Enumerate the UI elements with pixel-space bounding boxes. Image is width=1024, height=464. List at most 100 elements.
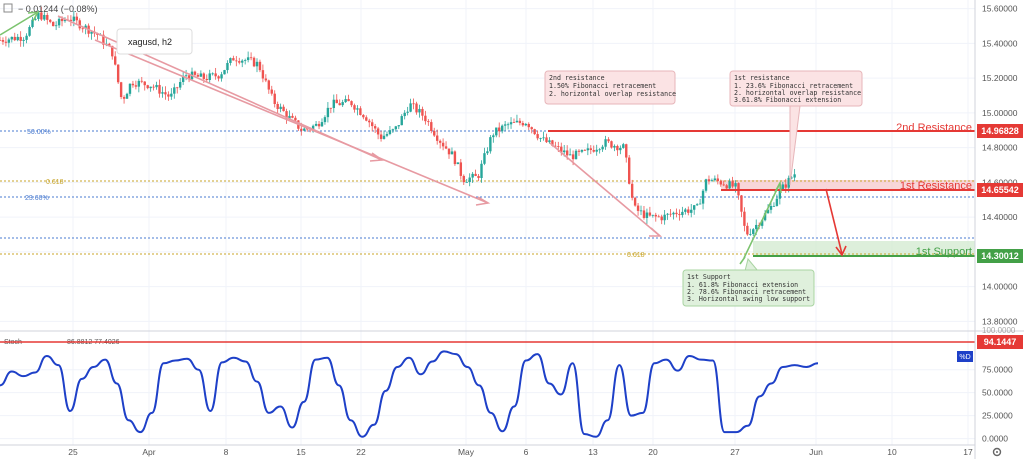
candle-body	[397, 125, 400, 127]
candle-body	[406, 111, 409, 113]
second-resistance-label: 2nd Resistance	[896, 122, 972, 134]
price-axis[interactable]: 15.60000 15.40000 15.20000 15.00000 14.80000…	[975, 0, 1024, 330]
svg-text:14.65542: 14.65542	[981, 185, 1019, 195]
price-tick-label: 15.00000	[982, 108, 1018, 118]
candle-body	[391, 129, 395, 131]
fib-label-50: 50.00%	[27, 129, 51, 136]
stoch-axis[interactable]: 75.0000 50.0000 25.0000 0.0000 100.0000	[975, 326, 1024, 445]
candle-body	[548, 140, 551, 143]
price-tick-label: 14.80000	[982, 143, 1018, 153]
candle-body	[725, 185, 728, 189]
candle-body	[338, 103, 341, 106]
candle-body	[500, 125, 504, 132]
collapse-icon[interactable]	[3, 3, 13, 13]
candle-body	[102, 34, 105, 45]
candle-body	[793, 174, 796, 178]
candle-body	[536, 134, 539, 139]
candle-body	[131, 83, 135, 86]
candle-body	[164, 92, 167, 95]
candle-body	[78, 20, 81, 29]
candle-body	[49, 19, 52, 22]
candle-body	[108, 43, 111, 46]
candle-body	[181, 75, 185, 83]
candle-body	[580, 149, 584, 152]
candle-body	[314, 123, 318, 126]
time-tick-label: May	[458, 447, 475, 457]
candle-body	[4, 41, 8, 43]
candle-body	[282, 106, 285, 112]
candle-body	[681, 211, 684, 216]
candle-body	[267, 80, 271, 90]
time-tick-label: 17	[963, 447, 973, 457]
note-first-resistance[interactable]: 1st resistance 1. 23.6% Fibonacci retrac…	[729, 70, 863, 186]
time-axis[interactable]: 25 Apr 8 15 22 May 6 13 20 27 Jun 10 17	[0, 0, 976, 459]
candle-body	[229, 58, 232, 63]
candle-body	[518, 120, 522, 124]
candle-body	[344, 99, 347, 103]
svg-text:− 0.01244 (−0.08%): − 0.01244 (−0.08%)	[18, 4, 98, 14]
price-tick-label: 15.20000	[982, 73, 1018, 83]
symbol-badge[interactable]: xagusd, h2	[116, 28, 193, 55]
svg-text:1. 23.6% Fibonacci retracement: 1. 23.6% Fibonacci retracement	[734, 82, 853, 90]
candle-body	[341, 102, 344, 106]
candle-body	[695, 204, 699, 206]
candle-body	[492, 135, 495, 138]
candle-body	[208, 73, 211, 80]
resistance-zone	[721, 180, 975, 190]
candle-body	[111, 45, 114, 57]
candle-body	[778, 189, 782, 199]
candle-body	[583, 149, 587, 151]
candle-body	[515, 120, 519, 123]
time-tick-label: 27	[730, 447, 740, 457]
candle-body	[246, 57, 250, 61]
candle-body	[666, 213, 669, 215]
candle-body	[503, 124, 507, 126]
candle-body	[202, 73, 206, 79]
candle-body	[710, 180, 714, 182]
stoch-pane[interactable]	[0, 333, 975, 445]
candle-body	[772, 205, 776, 207]
candle-body	[728, 181, 731, 189]
candle-body	[60, 18, 64, 22]
candle-body	[545, 137, 548, 143]
candle-body	[382, 135, 386, 139]
candle-body	[456, 162, 460, 165]
time-tick-label: 8	[224, 447, 229, 457]
time-tick-label: Jun	[809, 447, 823, 457]
candle-body	[409, 103, 412, 112]
candle-body	[294, 117, 297, 121]
candle-body	[610, 141, 613, 148]
candle-body	[790, 177, 793, 179]
candle-body	[376, 128, 380, 135]
candle-body	[568, 154, 572, 156]
candle-body	[300, 128, 303, 131]
candle-body	[223, 70, 226, 75]
stoch-tick-label: 75.0000	[982, 365, 1013, 375]
candle-body	[137, 80, 141, 87]
note-first-support[interactable]: 1st Support 1. 61.8% Fibonacci extension…	[682, 257, 815, 307]
fib-label-618: 0.618	[46, 179, 64, 186]
candle-body	[400, 116, 403, 126]
candle-body	[592, 149, 595, 152]
stoch-d-badge[interactable]: %D	[957, 351, 973, 362]
candle-body	[125, 93, 129, 99]
candle-body	[654, 214, 657, 217]
svg-text:2nd resistance: 2nd resistance	[549, 74, 605, 82]
candle-body	[769, 205, 773, 210]
candle-body	[371, 122, 374, 127]
candle-body	[193, 71, 197, 75]
support-zone	[753, 241, 975, 256]
price-tick-label: 14.00000	[982, 282, 1018, 292]
gear-icon[interactable]	[992, 447, 1002, 457]
note-second-resistance[interactable]: 2nd resistance 1.50% Fibonacci retraceme…	[544, 70, 676, 105]
candle-body	[633, 197, 637, 206]
candle-body	[155, 84, 158, 88]
candle-body	[114, 56, 117, 65]
time-tick-label: 25	[68, 447, 78, 457]
candle-body	[489, 137, 492, 152]
candle-body	[63, 19, 67, 22]
svg-text:%D: %D	[959, 354, 970, 361]
candle-body	[365, 117, 368, 121]
candle-body	[51, 21, 55, 27]
